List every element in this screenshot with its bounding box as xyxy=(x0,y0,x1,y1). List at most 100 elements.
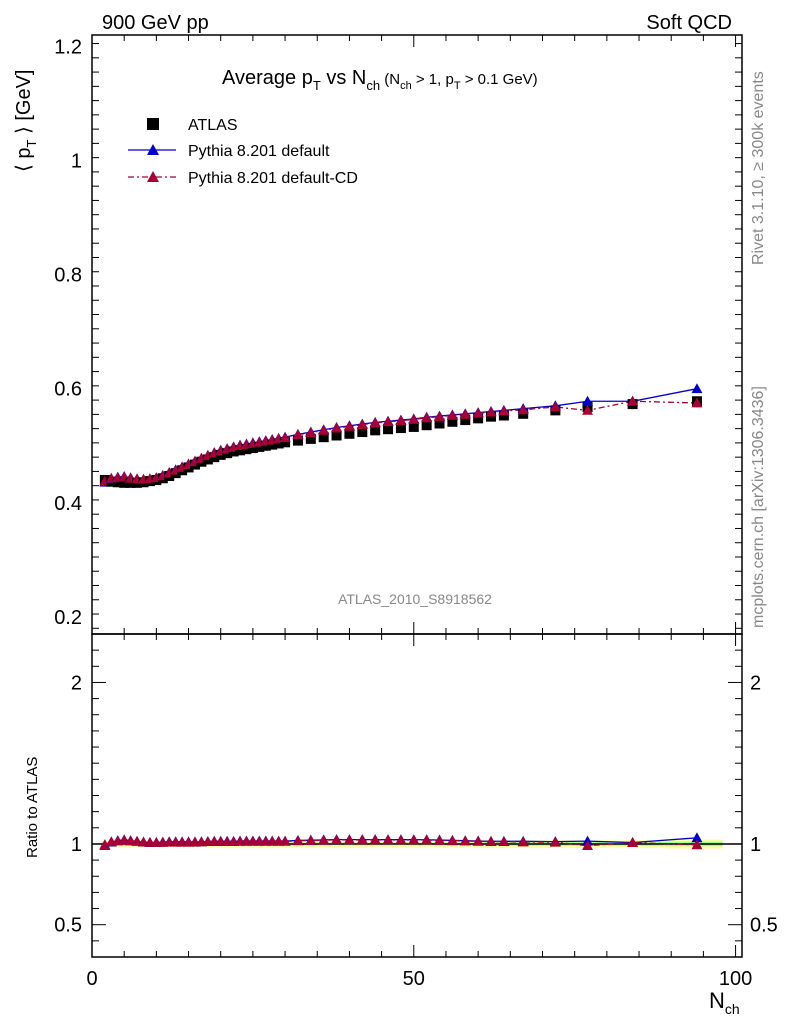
y-tick-label: 0.8 xyxy=(54,265,82,287)
pythia-default-cd-point xyxy=(549,401,561,412)
ratio-pythia-default-cd-point xyxy=(331,834,343,845)
data-markers xyxy=(99,383,703,851)
legend-label: Pythia 8.201 default-CD xyxy=(188,170,358,187)
atlas-point xyxy=(357,427,368,438)
pythia-default-cd-point xyxy=(421,412,433,423)
ratio-pythia-default-cd-point xyxy=(498,836,510,847)
ratio-pythia-default-cd-point xyxy=(485,836,497,847)
ratio-pythia-default-cd-point xyxy=(472,835,484,846)
ratio-pythia-default-cd-point xyxy=(627,837,639,847)
pythia-default-cd-point xyxy=(434,411,446,422)
ratio-pythia-default-cd-point xyxy=(369,834,381,845)
series-lines xyxy=(104,388,698,847)
analysis-label: ATLAS_2010_S8918562 xyxy=(338,591,492,607)
ratio-pythia-default-cd-point xyxy=(517,836,529,847)
ratio-pythia-default-cd-point xyxy=(343,834,355,845)
atlas-point xyxy=(498,410,509,421)
atlas-point xyxy=(254,441,265,452)
atlas-point xyxy=(460,415,471,426)
atlas-point xyxy=(473,413,484,424)
pythia-default-cd-point xyxy=(472,407,484,418)
ratio-pythia-default-cd-point xyxy=(408,834,420,845)
y-axis-label: ⟨ pT ⟩ [GeV] xyxy=(13,70,39,173)
pythia-default-point xyxy=(691,383,703,394)
pythia-default-cd-point xyxy=(582,404,594,415)
ratio-pythia-default-cd-point xyxy=(421,834,433,845)
pythia-default-point xyxy=(582,395,594,406)
atlas-point xyxy=(241,444,252,455)
pythia-default-cd-point xyxy=(292,429,304,440)
ratio-pythia-default-cd-point xyxy=(279,835,291,846)
legend-label: ATLAS xyxy=(188,117,238,134)
pythia-default-cd-point xyxy=(356,419,368,430)
atlas-point xyxy=(383,424,394,435)
mcplots-reference-text: mcplots.cern.ch [arXiv:1306.3436] xyxy=(750,386,767,628)
ratio-pythia-default-cd-point xyxy=(318,834,330,845)
chart-title: Average pT vs Nch (Nch > 1, pT > 0.1 GeV… xyxy=(222,67,538,93)
ratio-y-tick-label-right: 1 xyxy=(750,834,761,856)
ratio-pythia-default-cd-point xyxy=(99,839,111,850)
pythia-default-cd-point xyxy=(318,424,330,435)
ratio-pythia-default-point xyxy=(691,832,703,843)
tick-labels: 0 50 100 0.2 0.4 0.6 0.8 1 1.2 0.5 0.5 1 1 2 2 xyxy=(54,36,778,990)
axis-ticks xyxy=(91,35,742,957)
atlas-point xyxy=(447,416,458,427)
ratio-y-tick-label-right: 2 xyxy=(750,672,761,694)
atlas-point xyxy=(112,477,123,488)
ratio-pythia-default-cd-point xyxy=(549,836,561,847)
ratio-pythia-default-cd-point xyxy=(395,834,407,845)
atlas-point xyxy=(292,435,303,446)
ratio-pythia-default-cd-point xyxy=(305,834,317,845)
ratio-y-tick-label-right: 0.5 xyxy=(750,915,778,937)
legend: ATLAS Pythia 8.201 default Pythia 8.201 de… xyxy=(128,117,358,187)
atlas-point xyxy=(344,428,355,439)
ratio-y-axis-label: Ratio to ATLAS xyxy=(24,757,41,858)
atlas-point xyxy=(318,432,329,443)
ratio-pythia-default-cd-point xyxy=(459,835,471,846)
ratio-pythia-default-cd-point xyxy=(356,834,368,845)
header-right: Soft QCD xyxy=(646,12,732,34)
y-tick-label: 0.4 xyxy=(54,493,82,515)
ratio-pythia-default-cd-point xyxy=(382,834,394,845)
pythia-default-cd-point xyxy=(305,427,317,438)
atlas-point xyxy=(395,423,406,434)
atlas-point xyxy=(331,430,342,441)
x-tick-label: 50 xyxy=(403,968,425,990)
ratio-y-tick-label: 2 xyxy=(71,672,82,694)
atlas-point xyxy=(486,411,497,422)
y-tick-label: 1.2 xyxy=(54,36,82,58)
pythia-default-cd-point xyxy=(446,410,458,420)
y-tick-label: 0.2 xyxy=(54,607,82,629)
ratio-pythia-default-cd-point xyxy=(582,840,594,851)
ratio-pythia-default-cd-point xyxy=(292,835,304,846)
atlas-point xyxy=(260,440,271,451)
atlas-point xyxy=(119,477,130,488)
atlas-point xyxy=(434,418,445,429)
pythia-default-cd-point xyxy=(408,414,420,424)
legend-marker-atlas xyxy=(147,118,159,130)
rivet-version-text: Rivet 3.1.10, ≥ 300k events xyxy=(750,71,767,265)
pythia-default-cd-point xyxy=(517,404,529,415)
header-left: 900 GeV pp xyxy=(102,12,209,34)
y-tick-label: 1 xyxy=(71,151,82,173)
ratio-pythia-default-cd-point xyxy=(691,839,703,850)
x-tick-label: 0 xyxy=(86,968,97,990)
ratio-y-tick-label: 0.5 xyxy=(54,915,82,937)
atlas-point xyxy=(280,437,291,448)
pythia-default-cd-point xyxy=(485,406,497,417)
x-axis-label: Nch xyxy=(709,988,740,1017)
pythia-default-cd-point xyxy=(382,416,394,427)
pythia-default-cd-point xyxy=(279,432,291,443)
pythia-default-cd-point xyxy=(331,422,343,433)
atlas-point xyxy=(305,433,316,444)
atlas-point xyxy=(267,439,278,450)
legend-marker-triangle xyxy=(147,144,159,155)
pythia-default-cd-point xyxy=(369,417,381,428)
pythia-default-cd-point xyxy=(691,397,703,408)
atlas-point xyxy=(421,420,432,431)
atlas-point xyxy=(273,438,284,449)
atlas-point xyxy=(247,443,258,454)
pythia-default-cd-point xyxy=(498,405,510,416)
atlas-point xyxy=(370,425,381,436)
pythia-default-cd-point xyxy=(395,415,407,426)
